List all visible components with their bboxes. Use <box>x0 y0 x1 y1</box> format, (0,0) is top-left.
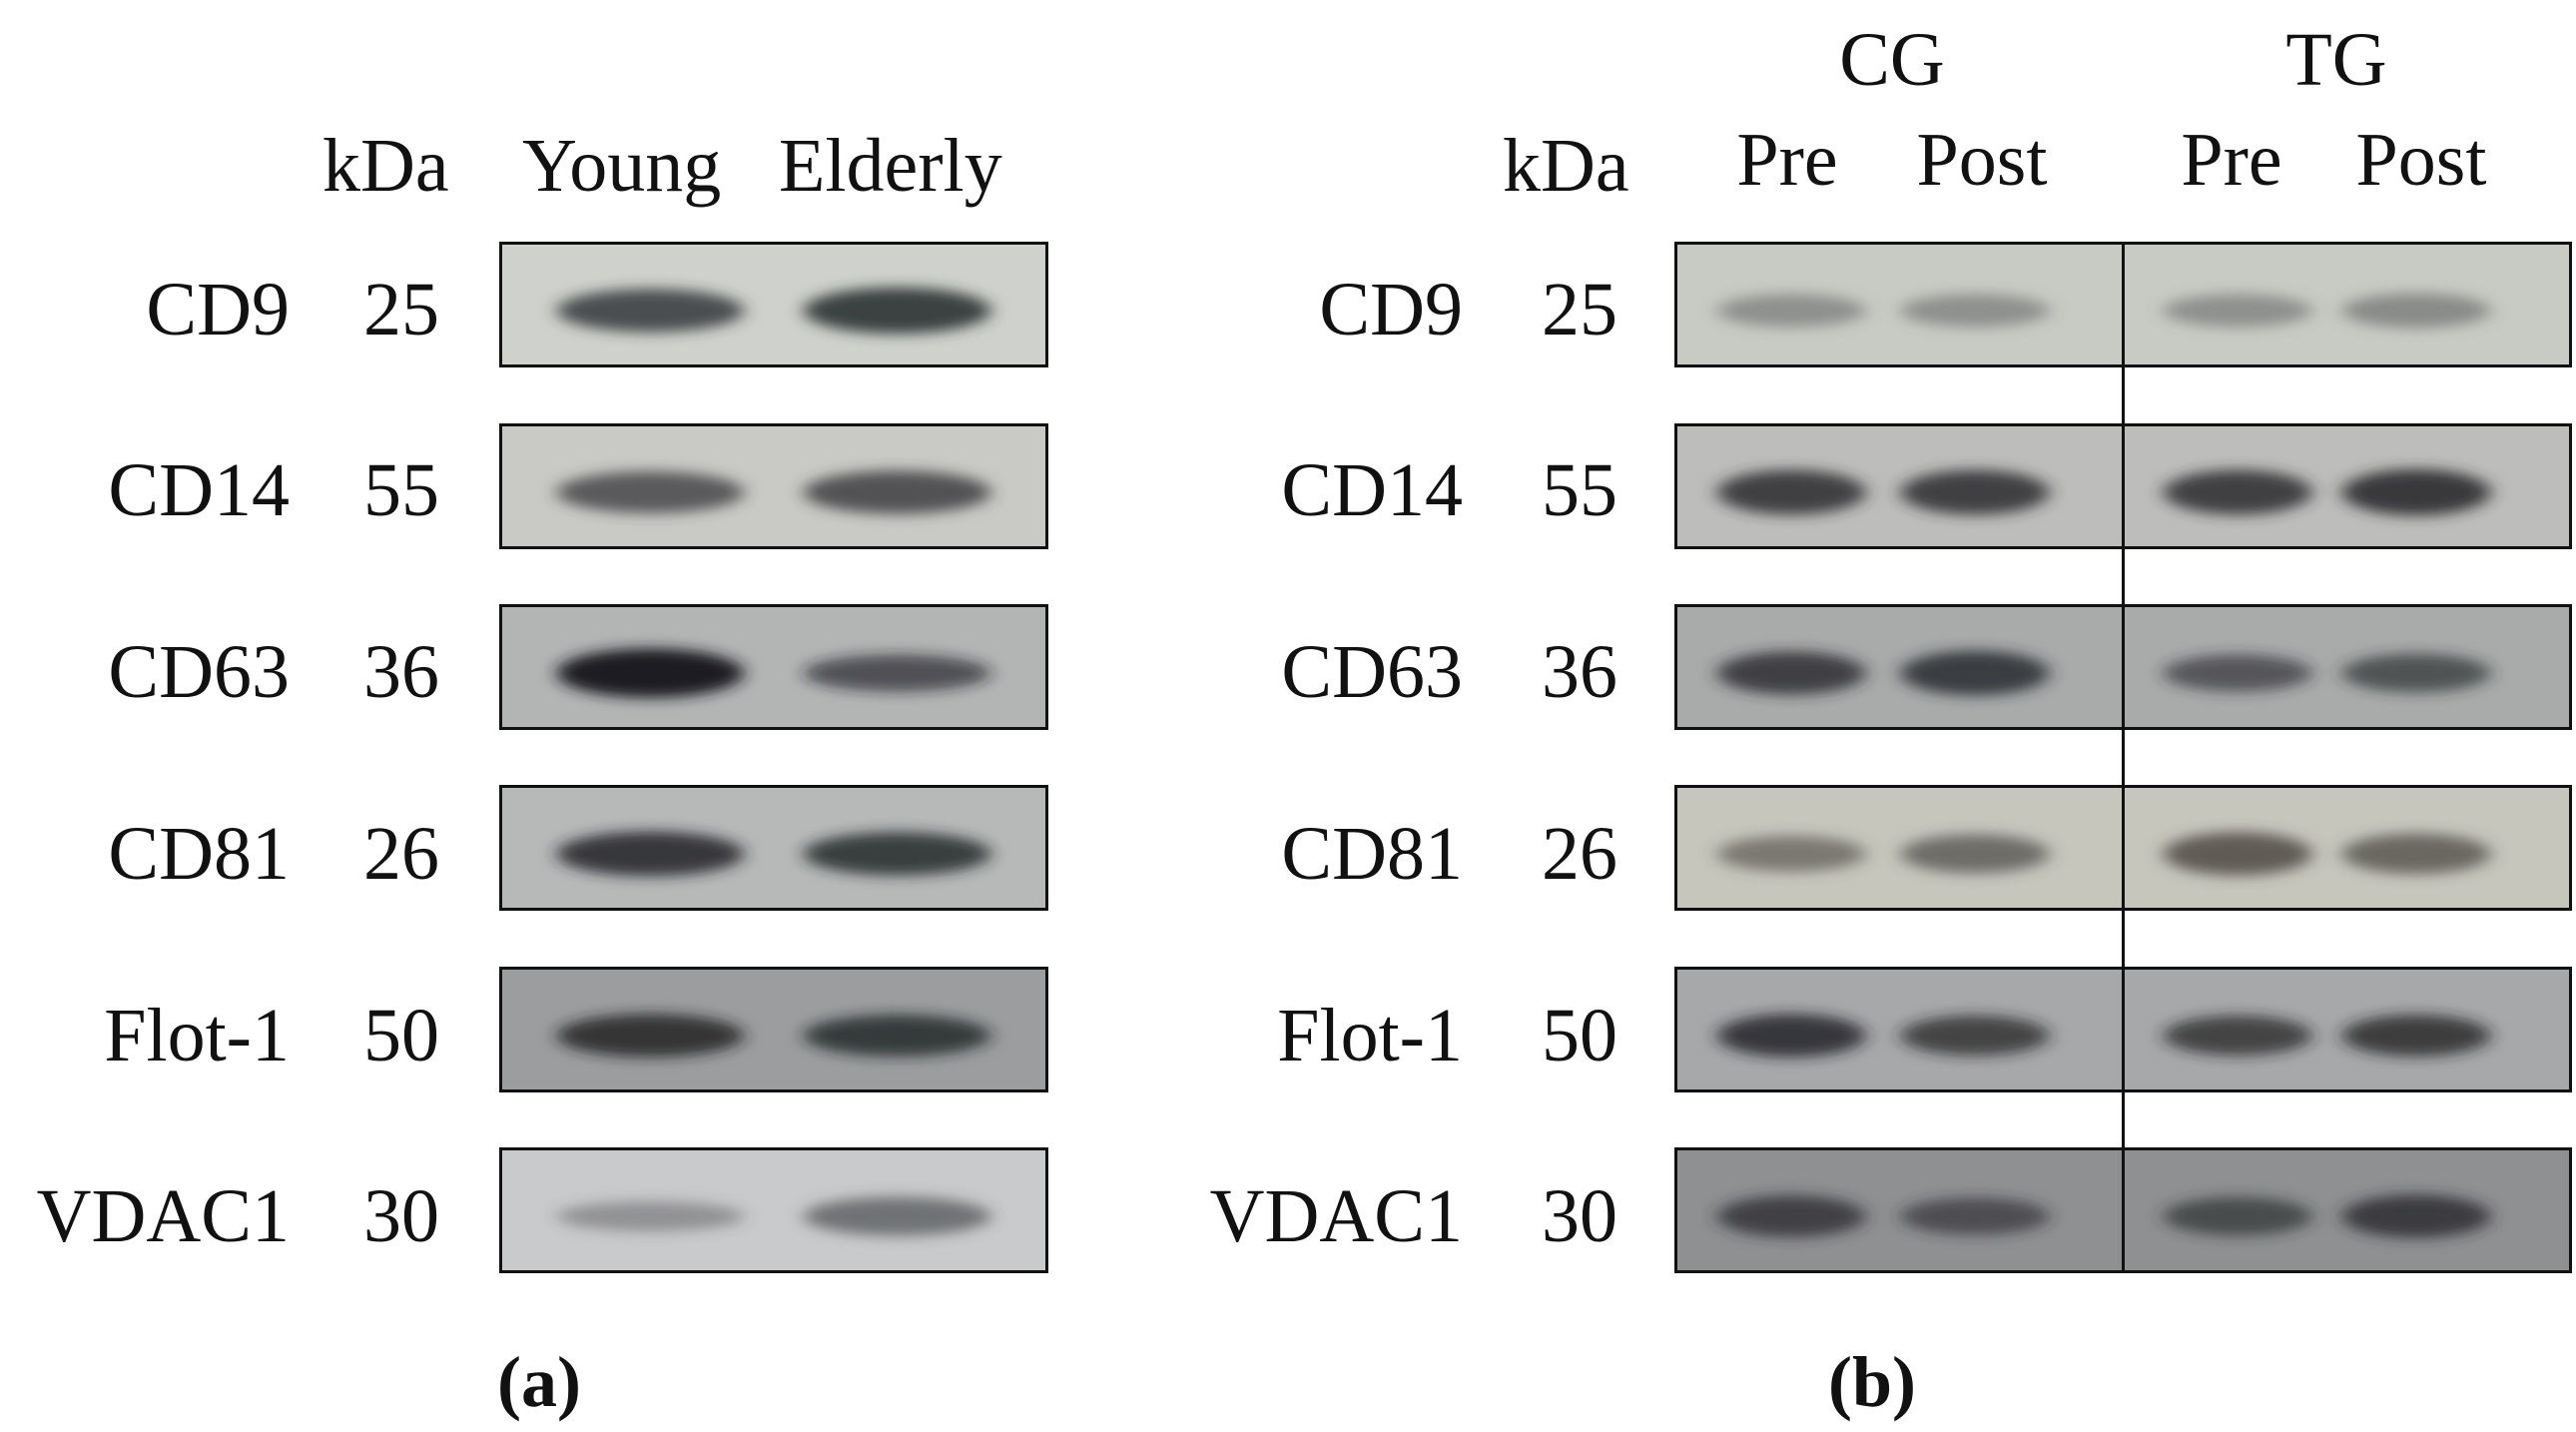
blot-svg <box>502 1150 1045 1270</box>
blot-band <box>803 1015 991 1057</box>
panel-b-kda-value: 55 <box>1542 448 1617 532</box>
blot-band <box>556 471 745 513</box>
panel-b-kda-value: 50 <box>1542 994 1617 1077</box>
blot-svg <box>502 245 1045 364</box>
blot-band <box>2341 293 2491 329</box>
blot-band <box>2341 653 2491 693</box>
panel-b-kda-value: 30 <box>1542 1174 1617 1258</box>
panel-a-blot <box>499 242 1048 367</box>
blot-band <box>803 287 991 335</box>
panel-b-protein-label: CD14 <box>1281 448 1463 532</box>
panel-a-kda-value: 36 <box>363 630 439 714</box>
panel-b-lane-cg-pre: Pre <box>1736 118 1838 202</box>
blot-band <box>1900 834 2050 874</box>
blot-band <box>1900 469 2050 515</box>
panel-a-kda-value: 50 <box>363 994 439 1077</box>
panel-b-lane-cg-post: Post <box>1916 118 2048 202</box>
panel-b-protein-label: Flot-1 <box>1277 994 1463 1077</box>
blot-band <box>1716 469 1866 515</box>
panel-a-kda-header: kDa <box>322 124 449 208</box>
blot-svg <box>502 607 1045 727</box>
blot-svg <box>502 970 1045 1089</box>
blot-band <box>1900 1197 2050 1235</box>
panel-a-blot <box>499 785 1048 911</box>
panel-b-protein-label: CD81 <box>1281 812 1463 896</box>
panel-a-protein-label: CD81 <box>108 812 290 896</box>
blot-band <box>803 832 991 876</box>
panel-b-group-cg: CG <box>1839 18 1945 102</box>
panel-b-protein-label: VDAC1 <box>1209 1174 1463 1258</box>
blot-band <box>2163 832 2312 876</box>
blot-svg <box>502 788 1045 908</box>
panel-b-protein-label: CD63 <box>1281 630 1463 714</box>
blot-band <box>1716 651 1866 695</box>
panel-a-kda-value: 25 <box>363 268 439 352</box>
blot-band <box>556 1014 745 1058</box>
panel-b-kda-value: 25 <box>1542 268 1617 352</box>
panel-a-caption: (a) <box>497 1342 581 1422</box>
panel-b-protein-label: CD9 <box>1319 268 1463 352</box>
blot-band <box>803 654 991 692</box>
panel-a-blot <box>499 1147 1048 1273</box>
blot-band <box>2341 833 2491 875</box>
panel-a-protein-label: VDAC1 <box>36 1174 290 1258</box>
panel-a-kda-value: 30 <box>363 1174 439 1258</box>
blot-band <box>2341 1194 2491 1238</box>
blot-svg <box>502 426 1045 546</box>
blot-band <box>803 470 991 514</box>
panel-b-group-divider <box>2122 242 2125 1273</box>
blot-band <box>1716 1195 1866 1237</box>
panel-a-protein-label: CD9 <box>146 268 290 352</box>
panel-b-kda-value: 36 <box>1542 630 1617 714</box>
blot-band <box>1900 294 2050 328</box>
blot-band <box>1900 1015 2050 1057</box>
blot-band <box>1900 650 2050 696</box>
panel-b-kda-header: kDa <box>1503 124 1629 208</box>
blot-band <box>1716 836 1866 872</box>
blot-band <box>2163 654 2312 692</box>
blot-band <box>1716 1014 1866 1058</box>
panel-a-blot <box>499 423 1048 549</box>
panel-b-caption: (b) <box>1828 1342 1916 1422</box>
blot-band <box>2163 1015 2312 1057</box>
panel-a-kda-value: 55 <box>363 448 439 532</box>
panel-b-kda-value: 26 <box>1542 812 1617 896</box>
blot-band <box>556 289 745 333</box>
panel-b-lane-tg-pre: Pre <box>2181 118 2282 202</box>
panel-a-kda-value: 26 <box>363 812 439 896</box>
blot-band <box>556 831 745 877</box>
panel-b-group-tg: TG <box>2285 18 2387 102</box>
blot-band <box>803 1196 991 1236</box>
panel-a-protein-label: CD14 <box>108 448 290 532</box>
blot-band <box>556 648 745 698</box>
panel-a-lane-young: Young <box>522 124 722 208</box>
blot-band <box>2163 1196 2312 1236</box>
blot-band <box>2163 294 2312 328</box>
blot-band <box>1716 294 1866 328</box>
blot-band <box>556 1201 745 1231</box>
panel-a-lane-elderly: Elderly <box>779 124 1002 208</box>
panel-a-protein-label: Flot-1 <box>104 994 290 1077</box>
blot-band <box>2341 468 2491 516</box>
panel-a-blot <box>499 604 1048 730</box>
blot-band <box>2163 469 2312 515</box>
panel-a-protein-label: CD63 <box>108 630 290 714</box>
panel-a-blot <box>499 967 1048 1092</box>
panel-b-lane-tg-post: Post <box>2355 118 2487 202</box>
blot-band <box>2341 1015 2491 1057</box>
